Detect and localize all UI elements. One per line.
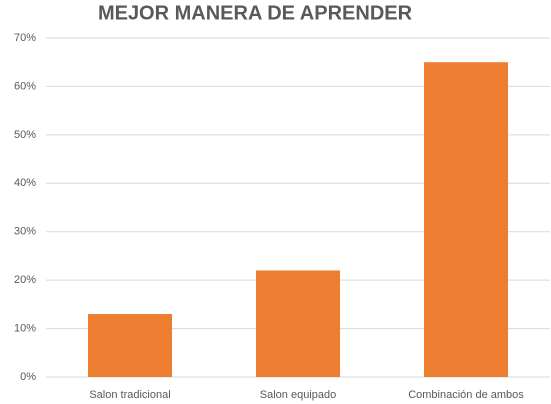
x-tick-label: Combinación de ambos [408,389,524,401]
y-tick-label: 70% [14,32,36,44]
bar [256,270,340,377]
y-tick-label: 60% [14,80,36,92]
x-tick-label: Salon tradicional [89,389,170,401]
bar [88,314,172,377]
y-tick-label: 50% [14,129,36,141]
y-tick-label: 20% [14,274,36,286]
x-tick-label: Salon equipado [260,389,336,401]
y-tick-label: 0% [20,371,36,383]
y-tick-label: 10% [14,322,36,334]
y-tick-label: 40% [14,177,36,189]
y-tick-label: 30% [14,226,36,238]
bar [424,62,508,377]
chart-title: MEJOR MANERA DE APRENDER [98,2,413,24]
